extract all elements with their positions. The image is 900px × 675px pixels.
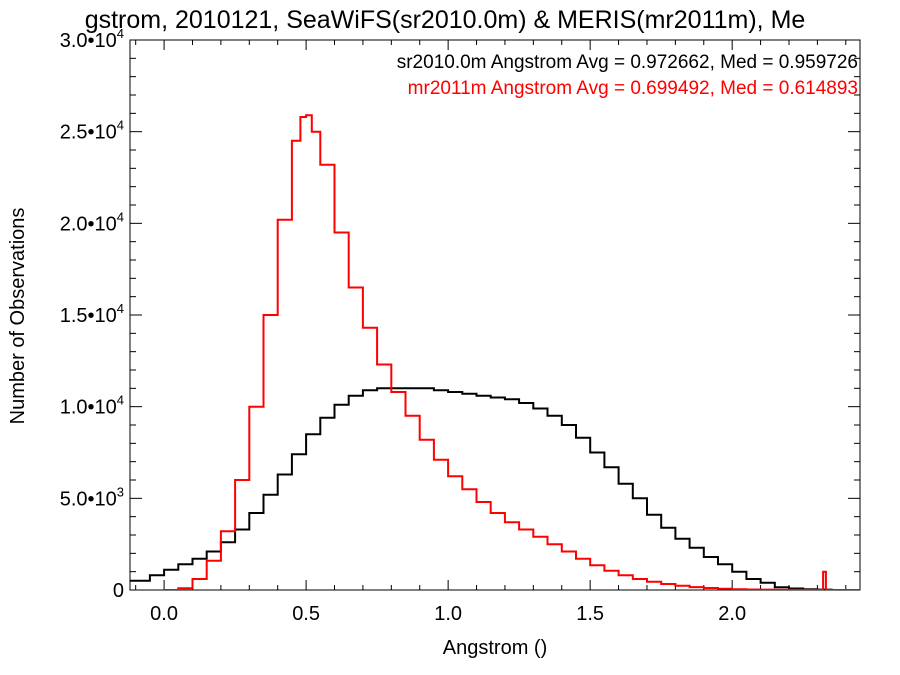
series-group bbox=[130, 114, 860, 590]
y-tick-label: 5.0•103 bbox=[60, 484, 124, 510]
chart-title: gstrom, 2010121, SeaWiFS(sr2010.0m) & ME… bbox=[85, 6, 806, 34]
series-line-0 bbox=[130, 387, 860, 590]
x-tick-label: 0.5 bbox=[292, 603, 320, 625]
y-tick-label: 0 bbox=[113, 580, 124, 602]
y-axis: 0 5.0•103 1.0•104 1.5•104 2.0•104 2.5•104 3.0•… bbox=[60, 26, 860, 602]
x-tick-label: 2.0 bbox=[718, 603, 746, 625]
series-line-1 bbox=[164, 114, 860, 590]
x-tick-label: 1.0 bbox=[434, 603, 462, 625]
y-axis-label: Number of Observations bbox=[7, 208, 29, 425]
legend-entry-sr2010: sr2010.0m Angstrom Avg = 0.972662, Med =… bbox=[397, 52, 858, 73]
x-tick-label: 1.5 bbox=[576, 603, 604, 625]
legend-entry-mr2011: mr2011m Angstrom Avg = 0.699492, Med = 0… bbox=[408, 78, 858, 99]
plot-frame bbox=[129, 39, 861, 591]
y-tick-label: 2.0•104 bbox=[60, 209, 124, 235]
x-axis-label: Angstrom () bbox=[443, 637, 547, 659]
x-tick-label: 0.0 bbox=[150, 603, 178, 625]
x-axis: 0.0 0.5 1.0 1.5 2.0 bbox=[135, 40, 847, 625]
y-tick-label: 1.0•104 bbox=[60, 393, 124, 419]
y-tick-label: 1.5•104 bbox=[60, 301, 124, 327]
y-tick-label: 2.5•104 bbox=[60, 118, 124, 144]
y-tick-label: 3.0•104 bbox=[60, 26, 124, 52]
